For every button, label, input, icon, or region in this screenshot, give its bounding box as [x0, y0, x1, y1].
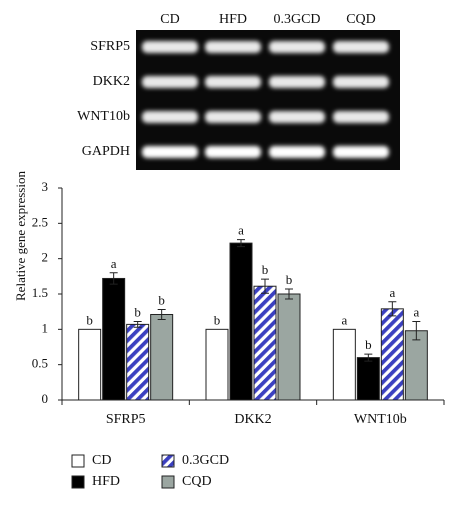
y-tick-label: 2	[42, 250, 49, 265]
x-tick-label: SFRP5	[106, 412, 146, 427]
bar	[205, 328, 229, 401]
significance-letter: b	[158, 293, 165, 308]
error-bar	[388, 301, 397, 317]
error-bar	[261, 278, 269, 294]
bar	[102, 277, 126, 401]
y-tick-label: 0.5	[32, 356, 48, 371]
significance-letter: b	[134, 305, 141, 320]
error-bar	[237, 239, 245, 248]
bar	[332, 328, 356, 401]
error-bar	[109, 272, 118, 285]
y-tick-label: 2.5	[32, 214, 48, 229]
bar	[229, 242, 253, 401]
lane-label: 0.3GCD	[273, 12, 320, 27]
gel-band	[269, 146, 325, 158]
row-label: DKK2	[93, 74, 130, 89]
error-bar	[364, 353, 373, 362]
significance-letter: a	[413, 305, 419, 320]
gel-band	[205, 76, 261, 88]
error-bar	[285, 288, 293, 300]
significance-letter: a	[341, 312, 347, 327]
bar	[253, 285, 277, 401]
gel-band	[333, 111, 389, 123]
error-bar	[157, 309, 166, 320]
legend-label: CD	[92, 453, 111, 468]
significance-letter: b	[214, 312, 221, 327]
row-label: SFRP5	[90, 39, 130, 54]
row-label: GAPDH	[82, 144, 130, 159]
x-tick-label: WNT10b	[354, 412, 407, 427]
gel-band	[269, 111, 325, 123]
legend-label: CQD	[182, 474, 212, 489]
bar	[380, 308, 404, 401]
significance-letter: a	[389, 285, 395, 300]
bar	[126, 323, 150, 401]
lane-label: CD	[160, 12, 179, 27]
gel-band	[142, 76, 198, 88]
y-tick-label: 1	[42, 320, 49, 335]
bar	[404, 330, 428, 401]
y-tick-label: 3	[42, 179, 49, 194]
significance-letter: a	[238, 223, 244, 238]
bar	[356, 357, 380, 401]
legend-swatch	[71, 454, 85, 468]
significance-letter: a	[111, 256, 117, 271]
legend-swatch	[161, 454, 175, 468]
error-bar	[412, 321, 421, 341]
lane-label: HFD	[219, 12, 247, 27]
gel-band	[142, 111, 198, 123]
gel-band	[205, 111, 261, 123]
error-bar	[133, 321, 142, 328]
gel-band	[142, 146, 198, 158]
gel-band	[269, 41, 325, 53]
significance-letter: b	[262, 262, 269, 277]
bar	[150, 313, 174, 401]
legend-label: 0.3GCD	[182, 453, 229, 468]
bar	[78, 328, 102, 401]
y-tick-label: 1.5	[32, 285, 48, 300]
gel-band	[333, 76, 389, 88]
legend-label: HFD	[92, 474, 120, 489]
gel-band	[269, 76, 325, 88]
significance-letter: b	[86, 312, 93, 327]
significance-letter: b	[286, 272, 293, 287]
gel-band	[142, 41, 198, 53]
y-tick-label: 0	[42, 391, 49, 406]
gel-band	[205, 41, 261, 53]
bar	[277, 293, 301, 401]
legend-swatch	[161, 475, 175, 489]
gel-band	[333, 146, 389, 158]
lane-label: CQD	[346, 12, 376, 27]
gel-band	[333, 41, 389, 53]
y-axis-label: Relative gene expression	[13, 171, 28, 301]
significance-letter: b	[365, 337, 372, 352]
gel-band	[205, 146, 261, 158]
x-tick-label: DKK2	[234, 412, 271, 427]
legend-swatch	[71, 475, 85, 489]
row-label: WNT10b	[77, 109, 130, 124]
